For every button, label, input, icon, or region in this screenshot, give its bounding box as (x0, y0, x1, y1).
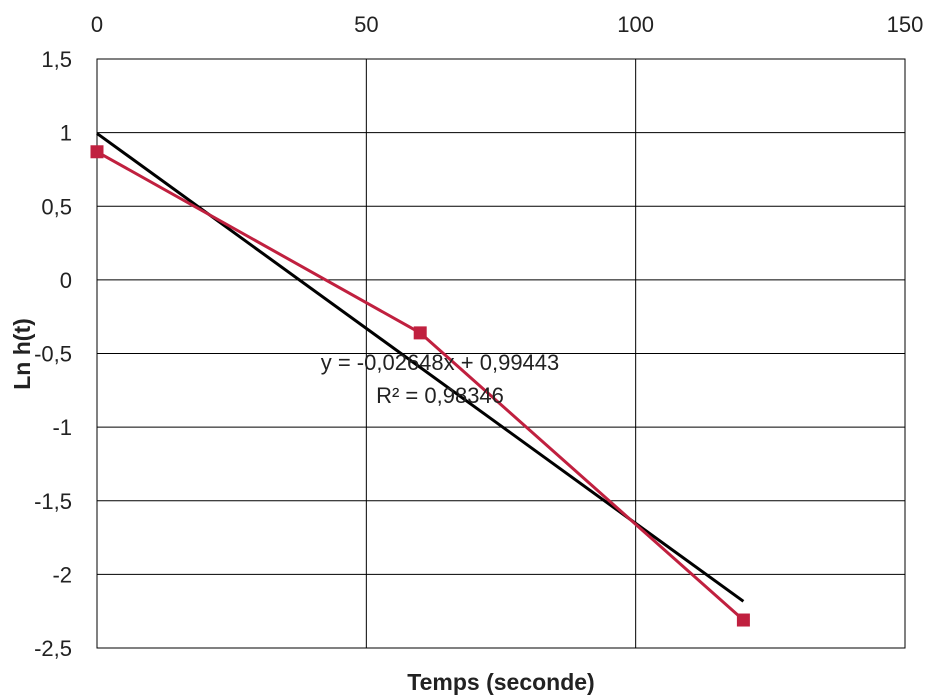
series-layer (90, 145, 750, 627)
x-tick-label-2: 100 (617, 12, 654, 37)
y-tick-label-2: 0,5 (41, 194, 72, 219)
y-tick-label-4: -0,5 (34, 342, 72, 367)
y-tick-label-3: 0 (60, 268, 72, 293)
series-0-point-2 (736, 613, 750, 627)
trendline-annotation: y = -0,02648x + 0,99443 R² = 0,98346 (321, 350, 560, 408)
trendline-r2: R² = 0,98346 (376, 383, 504, 408)
x-tick-label-0: 0 (91, 12, 103, 37)
y-tick-label-1: 1 (60, 121, 72, 146)
series-0-point-1 (413, 326, 427, 340)
y-tick-label-5: -1 (52, 415, 72, 440)
trendline-equation: y = -0,02648x + 0,99443 (321, 350, 560, 375)
plot-border (96, 58, 906, 649)
y-tick-label-6: -1,5 (34, 489, 72, 514)
x-tick-label-3: 150 (887, 12, 924, 37)
y-tick-label-0: 1,5 (41, 47, 72, 72)
y-tick-label-7: -2 (52, 562, 72, 587)
x-axis-title: Temps (seconde) (407, 669, 594, 695)
y-axis-title: Ln h(t) (9, 318, 35, 390)
plot-frame (96, 58, 906, 649)
x-tick-labels: 0 50 100 150 (91, 12, 923, 37)
y-tick-labels: 1,5 1 0,5 0 -0,5 -1 -1,5 -2 -2,5 (34, 47, 72, 661)
y-tick-label-8: -2,5 (34, 636, 72, 661)
x-tick-label-1: 50 (354, 12, 378, 37)
series-0-point-0 (90, 145, 104, 159)
